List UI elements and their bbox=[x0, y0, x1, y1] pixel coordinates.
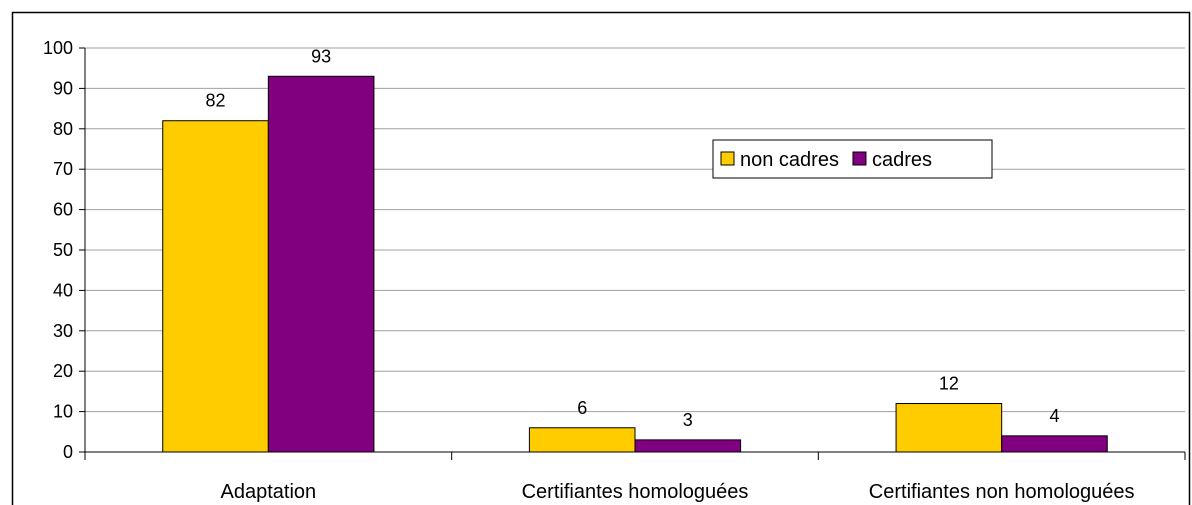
y-tick-label: 0 bbox=[63, 442, 73, 462]
data-label: 3 bbox=[683, 410, 693, 430]
y-tick-label: 10 bbox=[53, 402, 73, 422]
bar bbox=[528, 427, 636, 453]
y-tick-label: 90 bbox=[53, 78, 73, 98]
y-tick-label: 80 bbox=[53, 119, 73, 139]
y-tick-label: 40 bbox=[53, 280, 73, 300]
bar bbox=[162, 120, 269, 453]
axes: 0 10 20 30 40 50 60 70 80 90 100 Adaptation Certifia… bbox=[43, 38, 1186, 503]
data-label: 82 bbox=[206, 91, 226, 111]
x-tick-label: Certifiantes homologuées bbox=[522, 481, 749, 503]
legend-swatch bbox=[720, 151, 735, 166]
legend-label: non cadres bbox=[740, 149, 839, 171]
y-tick-label: 20 bbox=[53, 361, 73, 381]
y-tick-label: 60 bbox=[53, 200, 73, 220]
data-label: 4 bbox=[1049, 406, 1059, 426]
y-tick-label: 50 bbox=[53, 240, 73, 260]
bars bbox=[162, 75, 1108, 453]
y-tick-label: 30 bbox=[53, 321, 73, 341]
legend-swatch bbox=[852, 151, 867, 166]
x-tick-label: Adaptation bbox=[221, 481, 317, 503]
x-tick-label: Certifiantes non homologuées bbox=[869, 481, 1135, 503]
y-tick-label: 100 bbox=[43, 38, 73, 58]
bar bbox=[1001, 435, 1108, 453]
bar bbox=[895, 403, 1003, 453]
bar bbox=[267, 75, 375, 453]
data-label: 6 bbox=[577, 398, 587, 418]
legend-label: cadres bbox=[872, 149, 932, 171]
data-label: 12 bbox=[939, 374, 959, 394]
legend: non cadres cadres bbox=[712, 139, 993, 179]
y-tick-label: 70 bbox=[53, 159, 73, 179]
bar bbox=[634, 439, 742, 453]
data-label: 93 bbox=[311, 46, 331, 66]
data-labels: 82 93 6 3 12 4 bbox=[206, 46, 1060, 430]
